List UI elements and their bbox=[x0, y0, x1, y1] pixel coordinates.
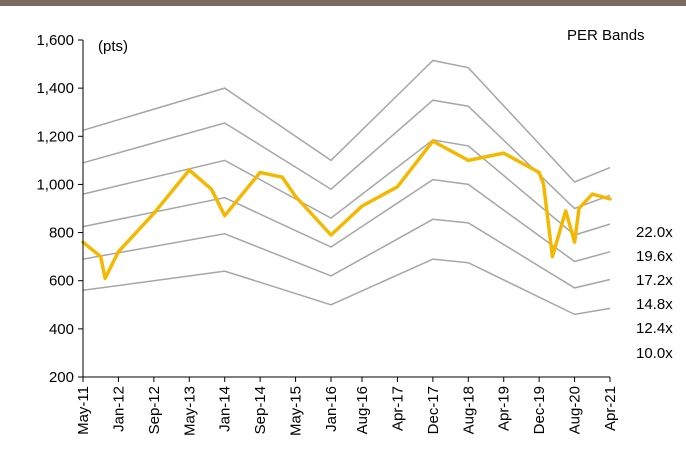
x-tick-label: Apr-19 bbox=[496, 386, 513, 431]
x-tick-label: May-15 bbox=[288, 386, 305, 436]
index-series bbox=[81, 139, 612, 281]
y-tick-label: 1,000 bbox=[36, 176, 74, 193]
y-tick-label: 1,200 bbox=[36, 128, 74, 145]
x-tick-label: Apr-17 bbox=[389, 386, 406, 431]
x-tick-label: Aug-16 bbox=[354, 386, 371, 434]
y-tick-label: 1,400 bbox=[36, 80, 74, 97]
band-label: 17.2x bbox=[636, 272, 673, 289]
x-tick-label: Aug-20 bbox=[567, 386, 584, 434]
x-tick-label: May-13 bbox=[181, 386, 198, 436]
x-tick-label: May-11 bbox=[75, 386, 92, 435]
band-line bbox=[82, 178, 611, 263]
band-line bbox=[82, 258, 611, 316]
y-axis-label: (pts) bbox=[98, 38, 128, 55]
y-tick-label: 200 bbox=[49, 369, 74, 386]
band-label: 12.4x bbox=[636, 320, 673, 337]
band-label: 19.6x bbox=[636, 248, 673, 265]
x-tick-label: Aug-18 bbox=[460, 386, 477, 434]
x-tick-label: Apr-21 bbox=[602, 386, 619, 431]
band-label: 14.8x bbox=[636, 296, 673, 313]
x-tick-label: Sep-14 bbox=[252, 386, 269, 434]
top-border bbox=[0, 0, 686, 6]
x-tick-label: Jan-16 bbox=[323, 386, 340, 432]
x-tick-label: Dec-19 bbox=[531, 386, 548, 434]
band-line bbox=[82, 99, 611, 210]
band-line bbox=[82, 218, 611, 289]
index-line bbox=[81, 139, 612, 281]
x-tick-label: Dec-17 bbox=[425, 386, 442, 434]
x-tick-label: Jan-14 bbox=[217, 386, 234, 432]
band-line bbox=[82, 59, 611, 183]
y-tick-label: 1,600 bbox=[36, 32, 74, 49]
y-tick-label: 600 bbox=[49, 273, 74, 290]
x-tick-label: Sep-12 bbox=[146, 386, 163, 434]
chart-axes: 200 400 600 800 1,000 1,200 1,400 1,600 May-11 Ja… bbox=[36, 32, 619, 436]
band-lines: 22.0x 19.6x 17.2x 14.8x 12.4x 10.0x bbox=[82, 59, 673, 362]
y-tick-label: 400 bbox=[49, 321, 74, 338]
y-tick-label: 800 bbox=[49, 225, 74, 242]
chart-title: PER Bands bbox=[567, 27, 645, 44]
x-tick-label: Jan-12 bbox=[110, 386, 127, 432]
band-label: 22.0x bbox=[636, 224, 673, 241]
band-label: 10.0x bbox=[636, 345, 673, 362]
